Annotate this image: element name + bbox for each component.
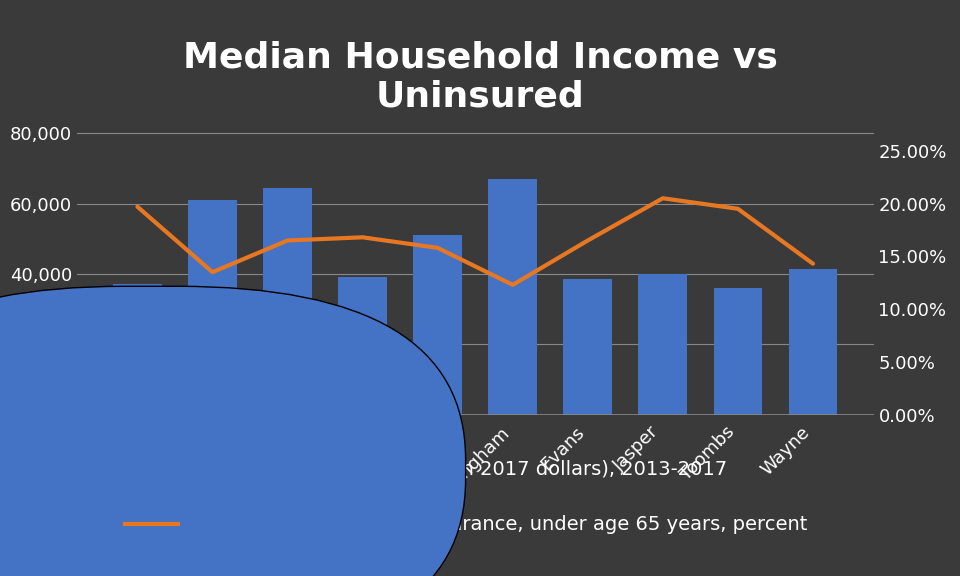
Bar [413, 235, 462, 415]
Text: Persons  without health insurance, under age 65 years, percent: Persons without health insurance, under … [187, 515, 807, 533]
Bar [713, 288, 762, 415]
Text: Median Household Income vs
Uninsured: Median Household Income vs Uninsured [182, 40, 778, 113]
Bar [263, 188, 312, 415]
Bar [113, 285, 162, 415]
Bar [638, 274, 687, 415]
Bar [788, 268, 837, 415]
Bar [188, 200, 237, 415]
Bar [564, 279, 612, 415]
Text: Median household income (in 2017 dollars), 2013-2017: Median household income (in 2017 dollars… [187, 460, 728, 479]
Bar [338, 278, 387, 415]
Bar [489, 179, 538, 415]
